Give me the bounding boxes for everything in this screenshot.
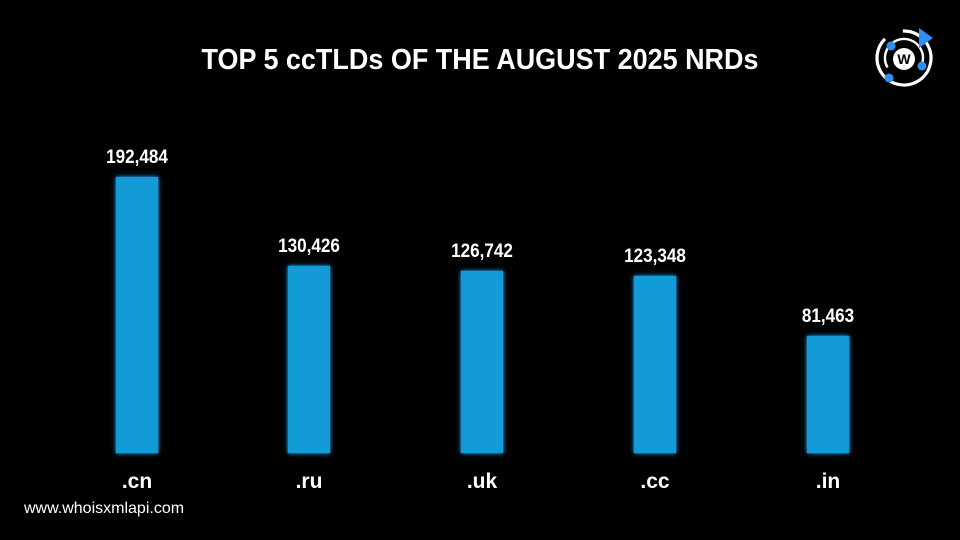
bar-group-ru: 130,426 .ru bbox=[239, 0, 379, 540]
bar-group-uk: 126,742 .uk bbox=[412, 0, 552, 540]
value-label: 126,742 bbox=[451, 241, 513, 262]
bar bbox=[634, 276, 676, 453]
footer-url: www.whoisxmlapi.com bbox=[24, 500, 185, 517]
category-label: .cc bbox=[640, 470, 670, 493]
bar bbox=[807, 336, 849, 453]
category-label: .in bbox=[815, 470, 841, 493]
value-label: 130,426 bbox=[278, 236, 340, 257]
category-label: .ru bbox=[295, 470, 323, 493]
category-label: .cn bbox=[121, 470, 153, 493]
chart-title: TOP 5 ccTLDs OF THE AUGUST 2025 NRDs bbox=[201, 44, 759, 76]
value-label: 81,463 bbox=[801, 306, 855, 327]
value-label: 192,484 bbox=[106, 147, 168, 168]
bar bbox=[288, 266, 330, 453]
category-label: .uk bbox=[466, 470, 498, 493]
bar bbox=[116, 177, 158, 453]
bar-group-cc: 123,348 .cc bbox=[585, 0, 725, 540]
whoisxmlapi-logo-icon: W bbox=[875, 28, 933, 87]
value-label: 123,348 bbox=[624, 246, 686, 267]
bar-group-in: 81,463 .in bbox=[758, 0, 898, 540]
bar bbox=[461, 271, 503, 453]
logo-letter: W bbox=[897, 51, 911, 67]
bar-group-cn: 192,484 .cn bbox=[67, 0, 207, 540]
